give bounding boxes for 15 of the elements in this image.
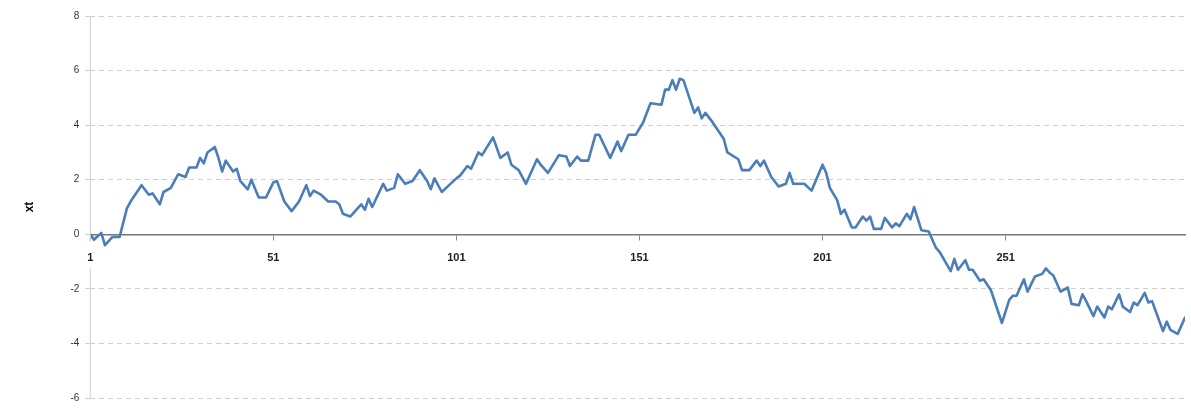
x-tick-label: 101 <box>447 250 466 263</box>
y-tick-label: -2 <box>70 282 80 294</box>
y-tick-label: 2 <box>73 173 80 185</box>
y-axis-title: xt <box>21 201 36 213</box>
x-tick-label: 1 <box>87 250 94 263</box>
y-tick-label: -4 <box>70 337 80 349</box>
y-tick-label: -6 <box>70 391 80 403</box>
x-tick-label: 201 <box>813 250 832 263</box>
x-tick-label: 151 <box>630 250 649 263</box>
y-tick-label: 6 <box>73 64 80 76</box>
y-tick-label: 4 <box>73 118 80 130</box>
x-tick-label: 51 <box>267 250 280 263</box>
x-tick-label: 251 <box>996 250 1015 263</box>
y-tick-label: 0 <box>73 228 80 240</box>
y-tick-label: 8 <box>73 9 80 21</box>
